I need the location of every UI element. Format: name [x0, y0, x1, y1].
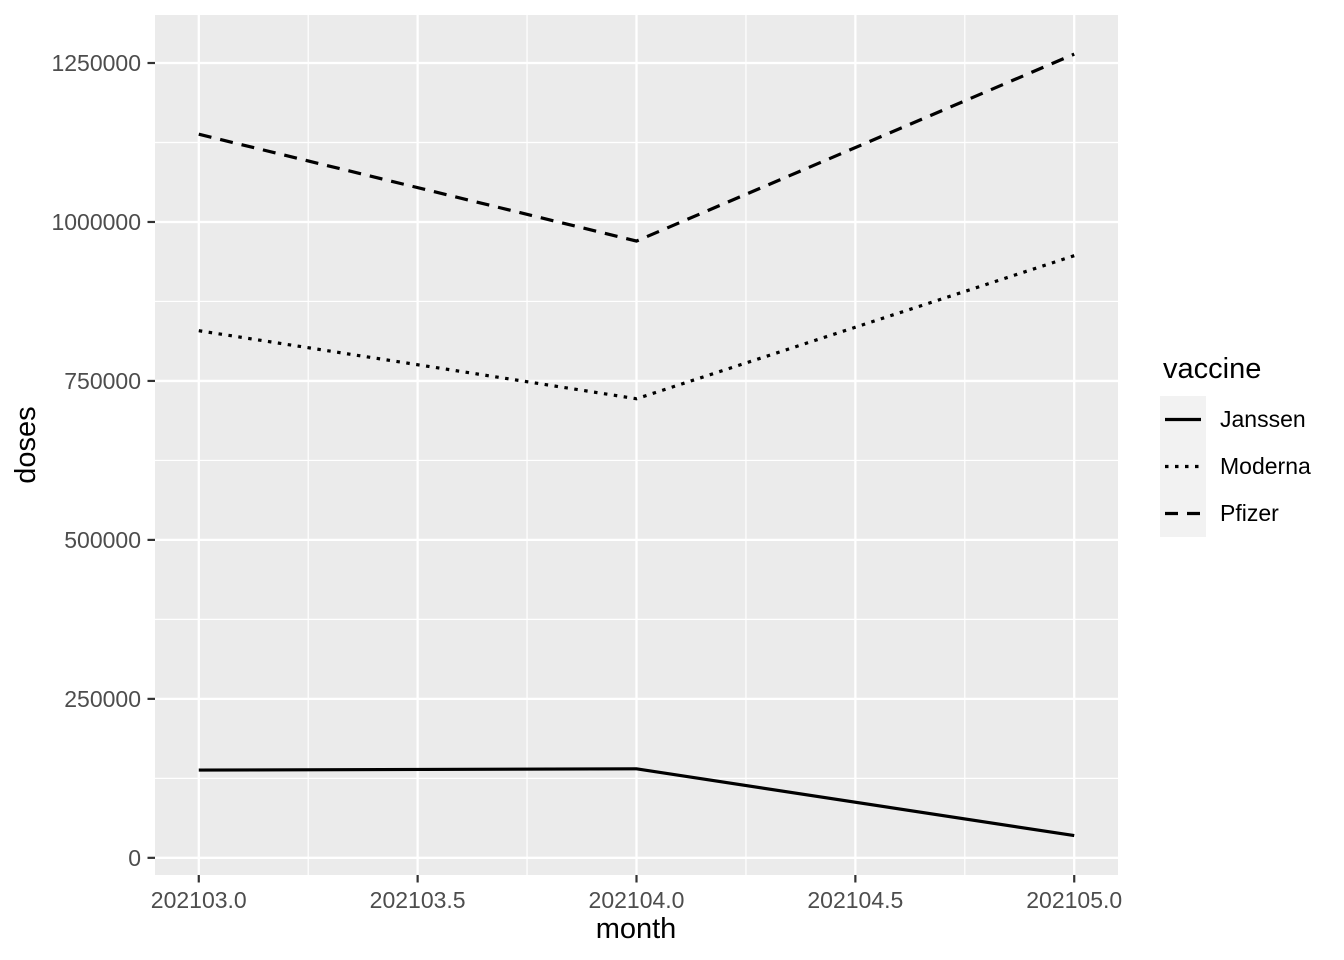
series-line-janssen — [198, 767, 1075, 838]
x-tick-label: 202105.0 — [1026, 887, 1122, 913]
legend-label: Janssen — [1220, 406, 1306, 432]
legend-label: Pfizer — [1220, 500, 1279, 526]
x-tick-label: 202104.0 — [589, 887, 685, 913]
legend: vaccine Janssen Moderna Pfizer — [1160, 352, 1344, 537]
x-tick-label: 202103.0 — [151, 887, 247, 913]
legend-key-dotted-line-icon — [1160, 443, 1206, 490]
legend-title: vaccine — [1163, 353, 1262, 385]
y-tick-label: 500000 — [64, 527, 141, 553]
y-axis-title: doses — [10, 406, 42, 484]
legend-entry-pfizer: Pfizer — [1160, 490, 1344, 537]
legend-key-solid-line-icon — [1160, 396, 1206, 443]
series-line-moderna — [198, 254, 1075, 401]
y-tick-label: 1000000 — [51, 209, 141, 235]
x-tick-label: 202103.5 — [370, 887, 466, 913]
y-tick-label: 250000 — [64, 686, 141, 712]
legend-entry-janssen: Janssen — [1160, 396, 1344, 443]
x-axis-title: month — [595, 913, 677, 945]
y-tick-label: 1250000 — [51, 50, 141, 76]
legend-label: Moderna — [1220, 453, 1311, 479]
x-tick-label: 202104.5 — [807, 887, 903, 913]
y-tick-label: 750000 — [64, 368, 141, 394]
legend-entries: Janssen Moderna Pfizer — [1160, 396, 1344, 537]
y-tick-label: 0 — [128, 845, 141, 871]
legend-entry-moderna: Moderna — [1160, 443, 1344, 490]
series-line-pfizer — [198, 52, 1075, 243]
legend-key-dashed-line-icon — [1160, 490, 1206, 537]
